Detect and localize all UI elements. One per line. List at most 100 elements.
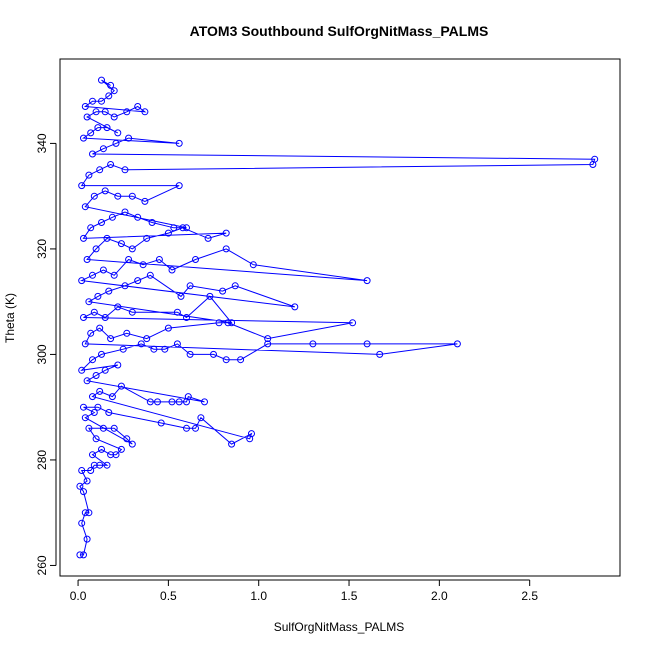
data-point [119,345,127,353]
data-point [139,261,147,269]
data-point [591,155,599,163]
data-point [101,366,109,374]
data-point [148,219,156,226]
y-tick-label: 320 [35,239,49,259]
y-tick-label: 260 [35,555,49,575]
data-point [222,229,230,237]
data-point [161,345,169,353]
data-point [90,461,98,469]
data-point [197,414,205,422]
series-line [79,79,596,556]
data-point [98,350,105,358]
data-point [228,319,236,327]
data-point [107,451,115,459]
data-point [110,113,118,121]
data-point [291,303,299,311]
data-point [103,124,111,132]
data-point [78,366,86,374]
data-point [107,161,115,168]
data-point [155,256,163,263]
data-point [81,340,89,348]
data-point [264,335,272,343]
data-point [349,319,357,327]
data-point [103,234,111,242]
data-point [107,81,115,89]
chart-title: ATOM3 Southbound SulfOrgNitMass_PALMS [190,23,489,39]
data-point [123,108,131,116]
data-point [90,308,98,316]
data-point [309,340,317,348]
data-point [92,245,100,253]
data-point [101,314,109,321]
data-point [112,139,120,147]
data-point [87,129,95,137]
data-point [110,87,118,95]
data-point [92,435,100,443]
data-point [96,324,104,332]
data-point [231,282,239,290]
series-lines [79,79,596,556]
data-point [117,445,125,453]
data-point [237,356,245,364]
data-point [177,292,185,300]
data-point [173,340,181,348]
data-point [85,509,93,517]
data-point [137,340,145,348]
data-point [117,382,125,390]
data-point [80,314,87,321]
data-point [89,356,96,364]
data-point [170,224,178,232]
data-point [92,108,100,116]
data-point [87,329,95,337]
data-point [453,340,461,348]
data-point [184,393,192,401]
data-point [376,350,384,358]
data-point [85,171,93,179]
data-point [363,277,371,285]
data-point [76,551,84,559]
data-point [206,292,214,300]
data-point [101,187,109,195]
data-point [224,319,232,327]
data-point [186,350,194,358]
y-axis-label: Theta (K) [3,293,17,343]
x-tick-label: 1.5 [341,589,358,603]
data-point [210,350,217,358]
data-point [134,277,142,285]
y-tick-label: 300 [35,344,49,364]
data-point [105,92,113,100]
data-point [183,314,190,321]
data-point [121,282,129,290]
data-point [222,356,230,364]
data-point [80,403,87,411]
data-point [89,97,96,105]
plot-frame [59,58,621,577]
data-point [94,124,102,132]
data-point [89,150,96,158]
data-point [98,97,105,105]
data-point [114,192,122,200]
data-point [80,234,87,242]
y-tick-label: 340 [35,133,49,153]
data-point [164,229,172,237]
data-point [204,234,212,242]
data-point [90,409,98,416]
data-point [114,303,122,311]
data-point [114,361,122,369]
data-point [175,398,183,406]
data-point [99,266,107,274]
data-point [108,393,116,401]
data-point [83,377,91,385]
data-point [154,398,161,406]
data-point [164,324,172,332]
data-point [96,387,104,395]
data-point [81,414,89,422]
data-point [76,482,84,490]
data-point [108,213,116,221]
x-tick-label: 0.0 [70,589,87,603]
data-point [141,108,149,116]
data-point [128,308,136,316]
data-point [92,372,100,379]
